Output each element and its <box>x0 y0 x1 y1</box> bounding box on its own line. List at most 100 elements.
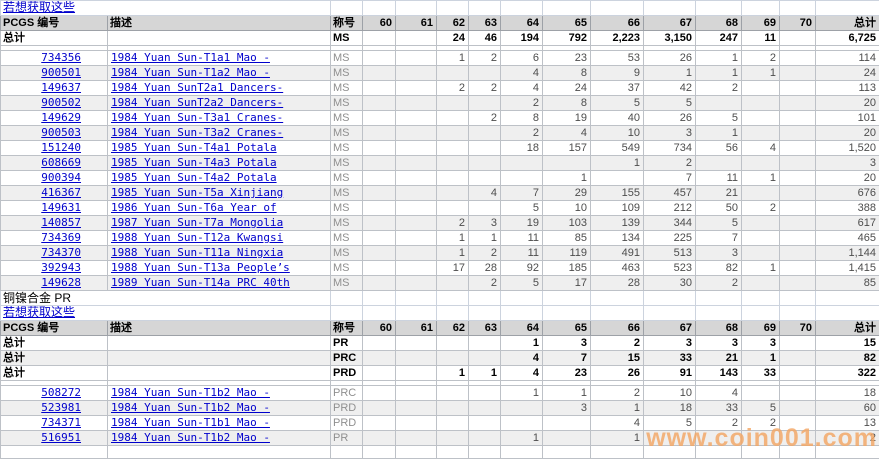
pcgs-number-link[interactable]: 523981 <box>41 401 81 415</box>
column-header-grade-68: 68 <box>695 15 743 31</box>
grade-64-cell: 1 <box>500 385 544 401</box>
grade-69-cell: 4 <box>741 140 781 156</box>
description-cell: 1984 Yuan Sun-T1b1 Mao - <box>106 415 332 431</box>
grade-69-cell <box>741 110 781 126</box>
get-these-link[interactable]: 若想获取这些 <box>3 0 76 14</box>
grade-66-cell: 26 <box>590 365 645 381</box>
column-header-grade-70: 70 <box>779 320 817 336</box>
grade-61-cell <box>395 125 438 141</box>
grade-64-cell <box>500 170 544 186</box>
coin-description-link[interactable]: 1985 Yuan Sun-T5a Xinjiang <box>111 186 284 200</box>
designation-cell: MS <box>330 155 364 171</box>
grade-67-cell: 26 <box>643 50 697 66</box>
pcgs-number-link[interactable]: 149628 <box>41 276 81 290</box>
grade-60-cell <box>362 275 397 291</box>
grade-67-cell: 523 <box>643 260 697 276</box>
grade-65-cell: 24 <box>542 80 592 96</box>
coin-description-link[interactable]: 1984 Yuan SunT2a2 Dancers- <box>111 96 284 110</box>
row-total-cell: 20 <box>815 95 879 111</box>
grade-62-cell <box>436 400 470 416</box>
pcgs-number-link[interactable]: 734370 <box>41 246 81 260</box>
grade-68-cell: 21 <box>695 350 743 366</box>
row-total-cell: 465 <box>815 230 879 246</box>
coin-row: 508272 1984 Yuan Sun-T1b2 Mao - PRC 1 1 2 10 4 1… <box>0 385 879 401</box>
grade-63-cell <box>468 140 502 156</box>
pcgs-number-link[interactable]: 900394 <box>41 171 81 185</box>
pcgs-number-cell: 149637 <box>0 80 108 96</box>
grade-65-cell: 3 <box>542 400 592 416</box>
pcgs-number-link[interactable]: 900502 <box>41 96 81 110</box>
grade-66-cell: 549 <box>590 140 645 156</box>
coin-description-link[interactable]: 1984 Yuan Sun-T1b2 Mao - <box>111 431 270 445</box>
empty-cell <box>330 445 364 459</box>
description-cell: 1987 Yuan Sun-T7a Mongolia <box>106 215 332 231</box>
column-header-grade-69: 69 <box>741 15 781 31</box>
grade-68-cell <box>695 95 743 111</box>
get-these-link-row: 若想获取这些 <box>0 0 879 16</box>
pcgs-number-link[interactable]: 149631 <box>41 201 81 215</box>
coin-description-link[interactable]: 1984 Yuan Sun-T3a1 Cranes- <box>111 111 284 125</box>
pcgs-number-link[interactable]: 900501 <box>41 66 81 80</box>
pcgs-number-link[interactable]: 734369 <box>41 231 81 245</box>
grade-69-cell: 2 <box>741 50 781 66</box>
pcgs-number-link[interactable]: 140857 <box>41 216 81 230</box>
grade-67-cell: 42 <box>643 80 697 96</box>
grade-61-cell <box>395 245 438 261</box>
coin-row: 149637 1984 Yuan SunT2a1 Dancers- MS 2 2 4 24 3… <box>0 80 879 96</box>
coin-description-link[interactable]: 1984 Yuan Sun-T1a1 Mao - <box>111 51 270 65</box>
grade-69-cell: 1 <box>741 260 781 276</box>
coin-description-link[interactable]: 1986 Yuan Sun-T6a Year of <box>111 201 277 215</box>
grade-62-cell <box>436 95 470 111</box>
description-cell: 1984 Yuan SunT2a1 Dancers- <box>106 80 332 96</box>
grade-67-cell: 18 <box>643 400 697 416</box>
totals-label: 总计 <box>0 365 108 381</box>
coin-description-link[interactable]: 1985 Yuan Sun-T4a3 Potala <box>111 156 277 170</box>
coin-description-link[interactable]: 1984 Yuan Sun-T1a2 Mao - <box>111 66 270 80</box>
coin-description-link[interactable]: 1988 Yuan Sun-T12a Kwangsi <box>111 231 284 245</box>
grade-61-cell <box>395 80 438 96</box>
coin-description-link[interactable]: 1988 Yuan Sun-T11a Ningxia <box>111 246 284 260</box>
pcgs-number-cell: 140857 <box>0 215 108 231</box>
coin-description-link[interactable]: 1988 Yuan Sun-T13a People’s <box>111 261 290 275</box>
totals-row: 总计 PR 1 3 2 3 3 3 15 <box>0 335 879 351</box>
grade-61-cell <box>395 110 438 126</box>
grade-65-cell: 7 <box>542 350 592 366</box>
coin-row: 151240 1985 Yuan Sun-T4a1 Potala MS 18 157 54… <box>0 140 879 156</box>
pcgs-number-link[interactable]: 900503 <box>41 126 81 140</box>
grade-63-cell <box>468 350 502 366</box>
pcgs-number-link[interactable]: 416367 <box>41 186 81 200</box>
grade-61-cell <box>395 170 438 186</box>
pcgs-number-link[interactable]: 149637 <box>41 81 81 95</box>
grade-67-cell: 26 <box>643 110 697 126</box>
pcgs-number-link[interactable]: 149629 <box>41 111 81 125</box>
grade-66-cell: 491 <box>590 245 645 261</box>
grade-63-cell <box>468 400 502 416</box>
coin-description-link[interactable]: 1984 Yuan Sun-T1b1 Mao - <box>111 416 270 430</box>
grade-60-cell <box>362 215 397 231</box>
pcgs-number-link[interactable]: 516951 <box>41 431 81 445</box>
pcgs-number-link[interactable]: 392943 <box>41 261 81 275</box>
coin-description-link[interactable]: 1984 Yuan Sun-T1b2 Mao - <box>111 401 270 415</box>
pcgs-number-link[interactable]: 734356 <box>41 51 81 65</box>
coin-description-link[interactable]: 1985 Yuan Sun-T4a2 Potala <box>111 171 277 185</box>
column-header-grade-69: 69 <box>741 320 781 336</box>
pcgs-number-link[interactable]: 734371 <box>41 416 81 430</box>
get-these-link[interactable]: 若想获取这些 <box>3 305 76 319</box>
grade-66-cell: 9 <box>590 65 645 81</box>
coin-description-link[interactable]: 1984 Yuan Sun-T3a2 Cranes- <box>111 126 284 140</box>
coin-description-link[interactable]: 1984 Yuan Sun-T1b2 Mao - <box>111 386 270 400</box>
coin-description-link[interactable]: 1985 Yuan Sun-T4a1 Potala <box>111 141 277 155</box>
empty-cell <box>362 0 397 16</box>
grade-62-cell: 24 <box>436 30 470 46</box>
pcgs-number-link[interactable]: 151240 <box>41 141 81 155</box>
coin-description-link[interactable]: 1987 Yuan Sun-T7a Mongolia <box>111 216 284 230</box>
empty-cell <box>741 290 781 306</box>
grade-61-cell <box>395 30 438 46</box>
empty-cell <box>468 0 502 16</box>
pcgs-number-link[interactable]: 608669 <box>41 156 81 170</box>
grade-65-cell: 4 <box>542 125 592 141</box>
coin-description-link[interactable]: 1984 Yuan SunT2a1 Dancers- <box>111 81 284 95</box>
pcgs-number-link[interactable]: 508272 <box>41 386 81 400</box>
description-cell: 1984 Yuan Sun-T1b2 Mao - <box>106 400 332 416</box>
coin-description-link[interactable]: 1989 Yuan Sun-T14a PRC 40th <box>111 276 290 290</box>
